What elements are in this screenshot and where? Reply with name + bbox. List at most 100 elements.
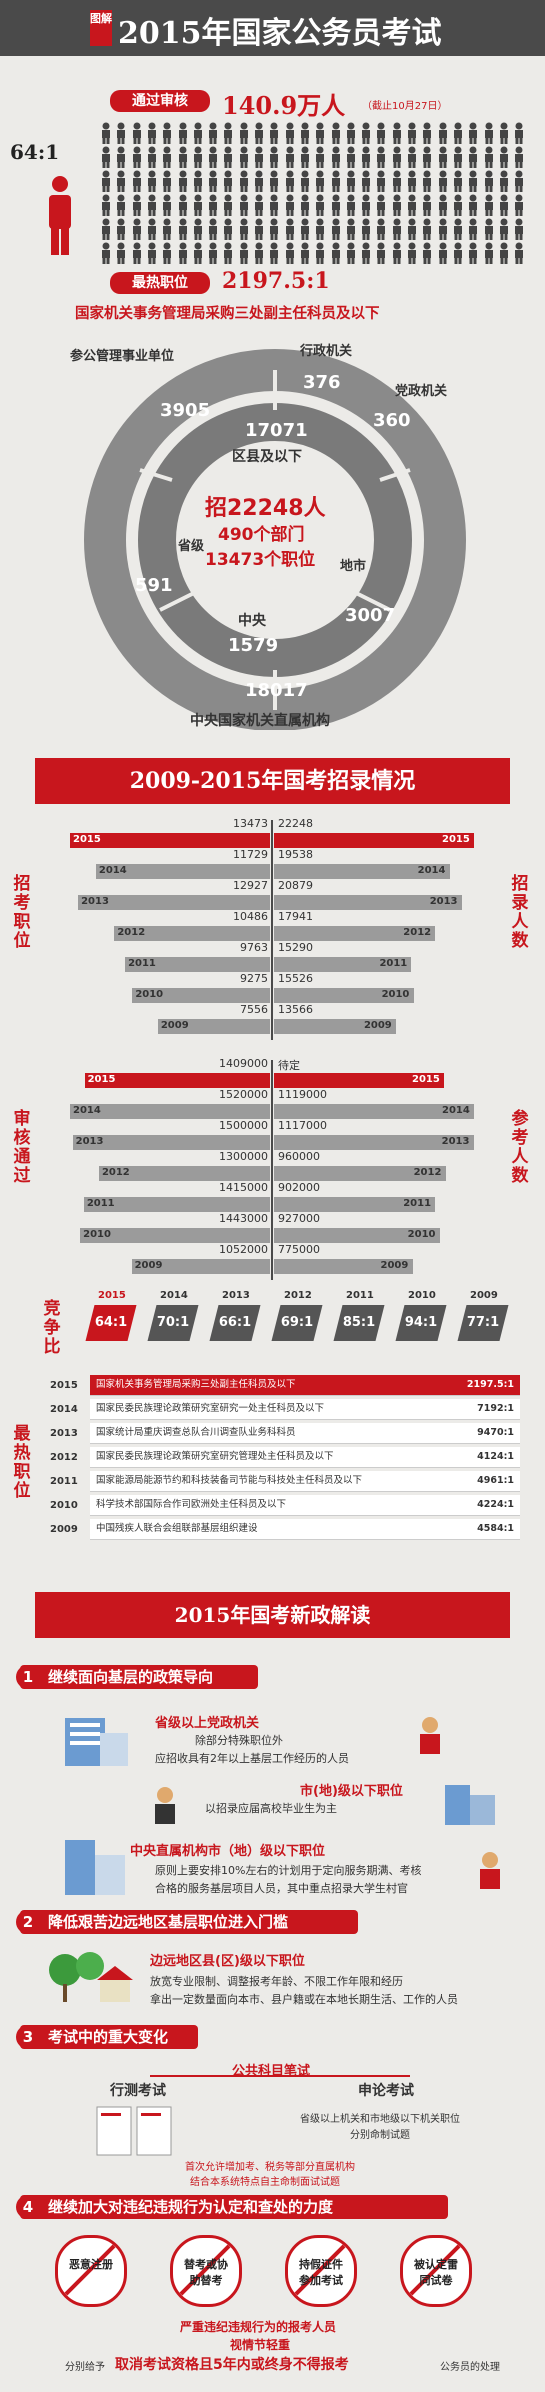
year-label-left: 2015: [73, 834, 101, 845]
bar-value-right: 17941: [278, 910, 313, 923]
year-label-right: 2010: [381, 989, 410, 1000]
stamp-label: 替考或协助替考: [184, 2258, 228, 2287]
person-icon: [268, 170, 282, 194]
bar-value-right: 待定: [278, 1059, 300, 1072]
person-icon: [498, 170, 512, 194]
donut-label-provincial: 省级: [178, 539, 205, 554]
recruits-label: 招录人数: [511, 874, 529, 951]
year-label-left: 2014: [98, 865, 127, 876]
person-icon: [299, 146, 313, 170]
donut-chart: [60, 330, 490, 731]
person-icon: [161, 194, 175, 218]
person-icon: [498, 218, 512, 242]
p4-head: 继续加大对违纪违规行为认定和查处的力度: [20, 2195, 448, 2219]
donut-value-admin: 376: [303, 372, 341, 393]
person-icon: [391, 194, 405, 218]
p3-head: 考试中的重大变化: [20, 2025, 198, 2049]
table-title: 国家民委民族理论政策研究室研究管理处主任科员及以下: [96, 1451, 334, 1462]
year-label-right: 2011: [379, 958, 408, 969]
person-icon: [207, 170, 221, 194]
person-icon: [345, 194, 359, 218]
p4-number: 4: [16, 2195, 40, 2219]
year-label-left: 2013: [75, 1136, 104, 1147]
person-icon: [391, 146, 405, 170]
bar-value-left: 1409000: [218, 1057, 268, 1070]
table-title: 国家统计局重庆调查总队合川调查队业务科科员: [96, 1427, 296, 1438]
person-icon: [467, 170, 481, 194]
left-bar: [70, 1104, 270, 1119]
person-icon: [299, 122, 313, 146]
donut-center-line2: 490个部门: [218, 525, 305, 545]
right-bar: [274, 1228, 440, 1243]
person-icon: [192, 146, 206, 170]
person-icon: [299, 194, 313, 218]
graduate-person-icon: [150, 1785, 180, 1825]
person-icon: [483, 146, 497, 170]
person-icon: [253, 122, 267, 146]
donut-center-line1: 招22248人: [205, 496, 326, 521]
person-icon: [421, 218, 435, 242]
donut-label-central: 中央: [238, 613, 266, 629]
person-icon: [161, 170, 175, 194]
person-icon: [161, 122, 175, 146]
person-icon: [314, 146, 328, 170]
right-bar: [274, 895, 462, 910]
bar-value-left: 7556: [239, 1003, 268, 1016]
person-icon: [406, 194, 420, 218]
person-icon: [452, 194, 466, 218]
donut-value-direct: 18017: [245, 680, 308, 701]
left-bar: [95, 864, 270, 879]
table-title: 国家机关事务管理局采购三处副主任科员及以下: [96, 1379, 296, 1390]
table-year: 2014: [50, 1404, 78, 1415]
person-icon: [284, 242, 298, 266]
p4-l3c: 公务员的处理: [440, 2362, 500, 2373]
competition-label: 竞争比: [43, 1299, 61, 1357]
person-icon: [360, 170, 374, 194]
year-label-left: 2013: [81, 896, 109, 907]
year-label-right: 2015: [442, 834, 470, 845]
person-icon: [406, 170, 420, 194]
competition-ratio: 64:1: [85, 1305, 137, 1341]
person-icon: [330, 242, 344, 266]
person-icon: [391, 170, 405, 194]
table-row: 国家民委民族理论政策研究室研究一处主任科员及以下 7192:1: [90, 1399, 520, 1420]
table-ratio: 7192:1: [477, 1403, 514, 1414]
person-icon: [483, 170, 497, 194]
person-icon: [253, 170, 267, 194]
p4-l2: 视情节轻重: [230, 2338, 291, 2352]
person-icon: [483, 122, 497, 146]
stamp-label: 持假证件参加考试: [299, 2258, 343, 2287]
bar-value-left: 12927: [232, 879, 268, 892]
p4-l1: 严重违纪违规行为的报考人员: [180, 2320, 337, 2334]
hottest-table-label: 最热职位: [13, 1424, 31, 1501]
p1-c-title: 中央直属机构市（地）级以下职位: [130, 1844, 326, 1859]
year-label-right: 2014: [442, 1105, 470, 1116]
city-building-icon: [440, 1780, 500, 1825]
competition-year: 2011: [346, 1290, 374, 1301]
person-icon: [131, 122, 145, 146]
bar-value-left: 1520000: [219, 1088, 268, 1101]
right-bar: [274, 833, 474, 848]
year-label-left: 2011: [128, 958, 156, 969]
person-icon: [177, 146, 191, 170]
p1-b-l1: 以招录应届高校毕业生为主: [205, 1802, 337, 1815]
table-year: 2012: [50, 1452, 78, 1463]
person-icon: [222, 218, 236, 242]
table-ratio: 4584:1: [477, 1523, 514, 1534]
p1-c-l1: 原则上要安排10%左右的计划用于定向服务期满、考核: [155, 1864, 422, 1877]
person-icon: [513, 218, 527, 242]
competition-year: 2014: [160, 1290, 188, 1301]
bar-value-right: 19538: [278, 848, 313, 861]
left-bar: [98, 1166, 270, 1181]
hottest-position: 国家机关事务管理局采购三处副主任科员及以下: [75, 306, 380, 322]
person-icon: [161, 218, 175, 242]
table-year: 2010: [50, 1500, 78, 1511]
person-icon: [330, 146, 344, 170]
p2-number: 2: [16, 1910, 40, 1934]
header-tag: 图解: [90, 10, 112, 46]
person-icon: [513, 170, 527, 194]
person-icon: [253, 242, 267, 266]
person-icon: [360, 122, 374, 146]
bar-value-left: 13473: [233, 817, 268, 830]
table-year: 2011: [50, 1476, 78, 1487]
